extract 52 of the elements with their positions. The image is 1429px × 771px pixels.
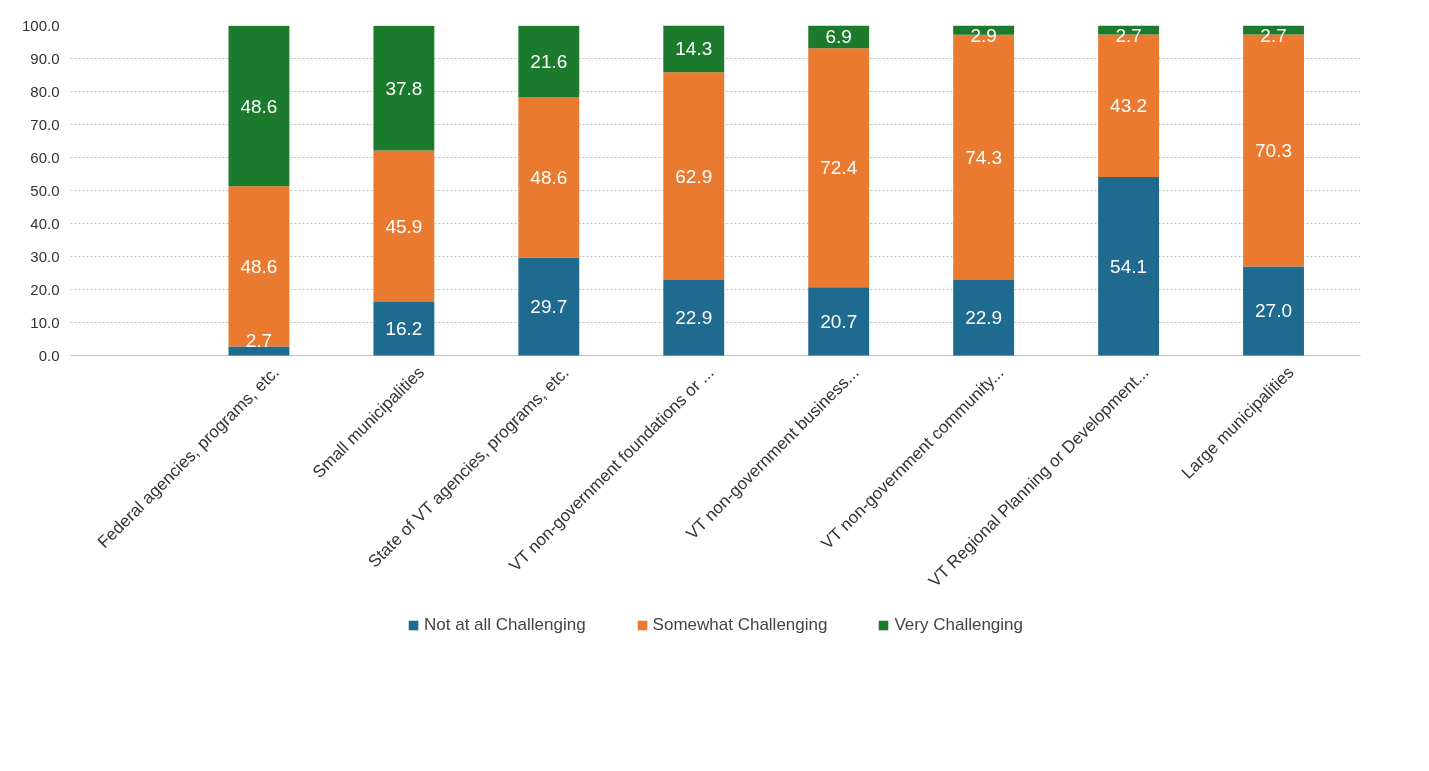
bar — [1098, 176, 1160, 356]
data-label: 54.1 — [1110, 255, 1148, 277]
bar — [228, 346, 290, 356]
y-tick-label: 40.0 — [30, 214, 60, 232]
y-tick-label: 20.0 — [30, 280, 60, 298]
legend-label: Not at all Challenging — [424, 615, 586, 635]
y-tick-label: 10.0 — [30, 313, 60, 331]
legend-label: Very Challenging — [894, 615, 1023, 635]
y-tick-label: 100.0 — [21, 16, 60, 34]
data-label: 6.9 — [825, 26, 852, 48]
data-label: 72.4 — [820, 157, 858, 179]
bar — [373, 150, 435, 303]
y-tick-label: 80.0 — [30, 82, 60, 100]
bar — [808, 48, 870, 288]
y-tick-label: 50.0 — [30, 181, 60, 199]
bar — [663, 279, 725, 356]
bar — [373, 25, 435, 151]
data-label: 62.9 — [675, 165, 713, 187]
data-label: 22.9 — [965, 307, 1003, 329]
data-label: 16.2 — [385, 318, 423, 340]
data-label: 48.6 — [240, 255, 278, 277]
data-label: 48.6 — [240, 95, 278, 117]
bar — [373, 302, 435, 356]
data-label: 22.9 — [675, 307, 713, 329]
data-label: 20.7 — [820, 310, 858, 332]
data-label: 29.7 — [530, 295, 568, 317]
bar — [1243, 266, 1304, 356]
legend-label: Somewhat Challenging — [652, 615, 828, 635]
y-tick-label: 60.0 — [30, 148, 60, 166]
data-label: 21.6 — [530, 50, 568, 72]
bar — [663, 25, 725, 73]
bar — [228, 186, 290, 347]
y-tick-label: 70.0 — [30, 115, 60, 133]
bar — [518, 25, 580, 98]
bar — [808, 287, 870, 356]
y-tick-label: 30.0 — [30, 247, 60, 265]
data-label: 37.8 — [385, 77, 423, 99]
y-tick-label: 0.0 — [38, 346, 60, 364]
y-tick-label: 90.0 — [30, 49, 60, 67]
data-label: 2.7 — [245, 329, 273, 351]
bar — [663, 72, 725, 280]
data-label: 70.3 — [1255, 139, 1293, 161]
data-label: 14.3 — [675, 38, 713, 60]
data-label: 74.3 — [965, 146, 1003, 168]
bar — [228, 25, 290, 187]
bar — [518, 97, 580, 258]
bar — [518, 257, 580, 356]
bar — [953, 279, 1015, 356]
data-label: 43.2 — [1110, 95, 1148, 117]
data-label: 48.6 — [530, 166, 568, 188]
data-label: 45.9 — [385, 215, 423, 237]
data-label: 27.0 — [1255, 300, 1293, 322]
